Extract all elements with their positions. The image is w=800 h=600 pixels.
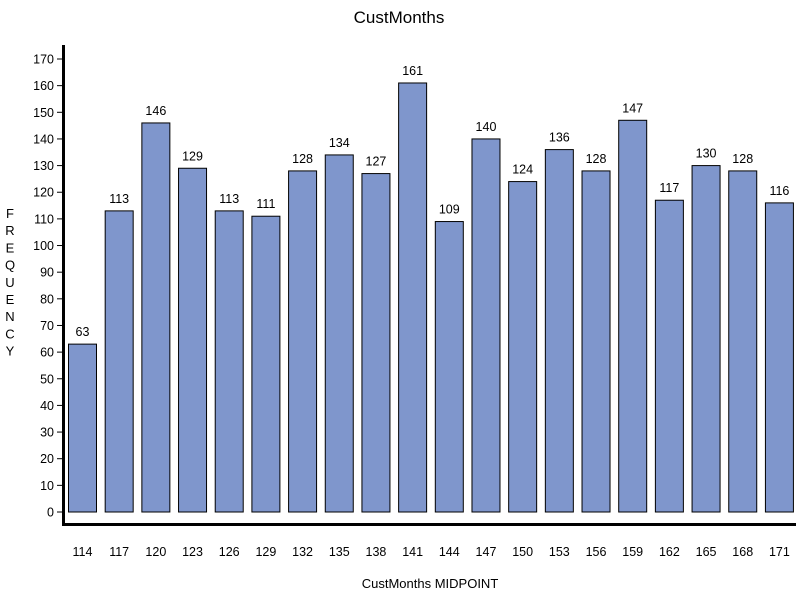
x-tick-label: 168 xyxy=(732,545,753,559)
x-tick-label: 135 xyxy=(329,545,350,559)
x-tick-label: 114 xyxy=(73,545,93,559)
bar xyxy=(104,210,134,513)
y-tick-label: 20 xyxy=(40,452,54,466)
y-tick-label: 80 xyxy=(40,292,54,306)
y-tick-label: 120 xyxy=(33,186,54,200)
bar xyxy=(508,181,538,513)
x-tick-label: 117 xyxy=(109,545,129,559)
x-tick-label: 159 xyxy=(622,545,643,559)
x-tick-label: 123 xyxy=(182,545,203,559)
bar-value-label: 113 xyxy=(219,192,239,206)
y-axis-label-letter: Q xyxy=(5,258,15,273)
y-axis-label-letter: E xyxy=(6,292,15,307)
x-axis: 114 117 120 123 126 129 132 135 138 141 144 147 150 1… xyxy=(62,523,796,559)
y-axis-label-letter: Y xyxy=(6,344,15,359)
bar xyxy=(288,170,318,513)
bar xyxy=(581,170,611,513)
x-tick-label: 165 xyxy=(696,545,717,559)
y-tick-label: 170 xyxy=(33,53,54,67)
bar xyxy=(471,138,501,513)
bar xyxy=(434,221,464,513)
x-tick-label: 120 xyxy=(145,545,166,559)
bar-value-label: 128 xyxy=(586,152,607,166)
x-tick-label: 150 xyxy=(512,545,533,559)
y-tick-label: 130 xyxy=(33,159,54,173)
bar xyxy=(691,165,721,513)
y-axis: 0 10 20 30 40 50 60 70 80 90 100 110 120 130 140 150 160… xyxy=(33,45,65,525)
x-tick-label: 144 xyxy=(439,545,460,559)
x-tick-label: 171 xyxy=(769,545,790,559)
bar xyxy=(68,343,97,513)
bar-value-label: 113 xyxy=(109,192,129,206)
bar xyxy=(398,82,428,513)
y-tick-label: 160 xyxy=(33,79,54,93)
bar-value-label: 136 xyxy=(549,131,570,145)
bar xyxy=(141,122,171,513)
y-axis-label-letter: E xyxy=(6,240,15,255)
y-tick-label: 60 xyxy=(40,346,54,360)
bar-value-label: 130 xyxy=(696,147,717,161)
y-axis-label-letter: N xyxy=(5,309,14,324)
x-tick-label: 138 xyxy=(366,545,387,559)
bar xyxy=(654,199,684,513)
bar xyxy=(764,202,794,513)
bar-value-label: 129 xyxy=(182,149,203,163)
y-tick-label: 150 xyxy=(33,106,54,120)
bars: 63 113 146 129 113 111 128 134 127 161 109 140 124 13… xyxy=(68,64,794,513)
y-tick-label: 40 xyxy=(40,399,54,413)
y-tick-label: 70 xyxy=(40,319,54,333)
bar xyxy=(251,215,281,513)
bar-value-label: 128 xyxy=(732,152,753,166)
x-tick-label: 132 xyxy=(292,545,313,559)
bar-value-label: 161 xyxy=(402,64,423,78)
bar xyxy=(544,149,574,513)
bar xyxy=(728,170,758,513)
bar-value-label: 116 xyxy=(769,184,789,198)
bar-value-label: 127 xyxy=(366,155,387,169)
x-tick-label: 129 xyxy=(255,545,276,559)
bar-value-label: 124 xyxy=(512,163,533,177)
bar xyxy=(214,210,244,513)
x-tick-label: 141 xyxy=(402,545,423,559)
x-tick-label: 147 xyxy=(476,545,497,559)
y-tick-label: 10 xyxy=(40,479,54,493)
x-tick-label: 126 xyxy=(219,545,240,559)
bar-value-label: 128 xyxy=(292,152,313,166)
y-axis-label-letter: U xyxy=(5,275,14,290)
y-tick-label: 140 xyxy=(33,132,54,146)
bar-value-label: 117 xyxy=(659,181,679,195)
y-tick-label: 50 xyxy=(40,372,54,386)
y-axis-label-letter: C xyxy=(5,326,14,341)
x-tick-label: 156 xyxy=(586,545,607,559)
bar-value-label: 147 xyxy=(622,101,643,115)
y-axis-label-letter: R xyxy=(5,223,14,238)
x-axis-label: CustMonths MIDPOINT xyxy=(362,576,499,591)
y-tick-label: 30 xyxy=(40,426,54,440)
bar-value-label: 63 xyxy=(76,325,90,339)
bar xyxy=(324,154,354,513)
bar xyxy=(361,173,391,513)
bar-value-label: 134 xyxy=(329,136,350,150)
y-axis-label-letter: F xyxy=(6,206,14,221)
bar-value-label: 111 xyxy=(256,197,275,211)
chart-title: CustMonths xyxy=(354,8,445,27)
bar-value-label: 146 xyxy=(145,104,166,118)
bar xyxy=(178,167,208,513)
y-tick-label: 100 xyxy=(33,239,54,253)
y-tick-label: 110 xyxy=(34,212,54,226)
x-tick-label: 153 xyxy=(549,545,570,559)
x-tick-label: 162 xyxy=(659,545,680,559)
y-tick-label: 0 xyxy=(47,506,54,520)
bar-value-label: 140 xyxy=(476,120,497,134)
bar-value-label: 109 xyxy=(439,203,460,217)
y-tick-label: 90 xyxy=(40,266,54,280)
bar xyxy=(618,119,648,513)
